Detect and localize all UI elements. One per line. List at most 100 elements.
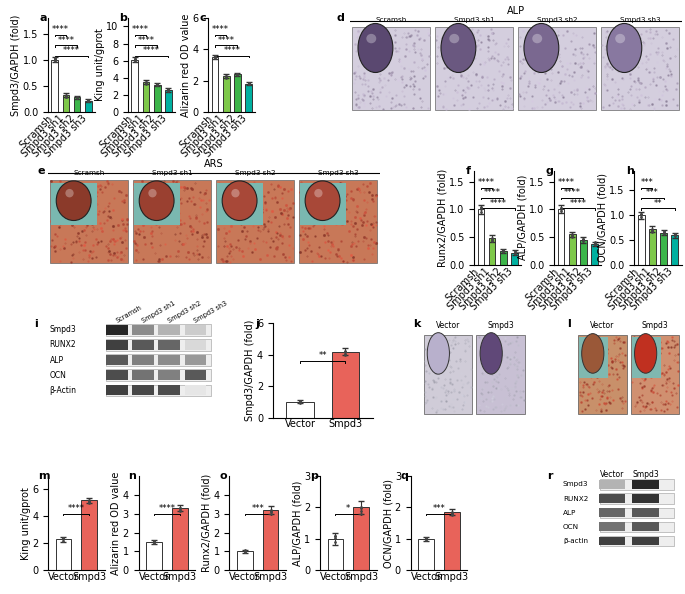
Bar bbox=[599, 508, 625, 517]
Bar bbox=[511, 252, 518, 265]
Point bbox=[175, 504, 186, 513]
Point bbox=[265, 505, 276, 515]
Bar bbox=[55, 539, 71, 570]
Bar bbox=[51, 183, 97, 225]
Point bbox=[475, 203, 486, 213]
Point bbox=[340, 346, 351, 356]
Point bbox=[60, 93, 71, 102]
Text: ALP: ALP bbox=[50, 356, 64, 365]
Point bbox=[140, 78, 151, 87]
Text: l: l bbox=[567, 318, 571, 328]
Y-axis label: OCN/GAPDH (fold): OCN/GAPDH (fold) bbox=[384, 479, 393, 568]
Point bbox=[232, 69, 243, 78]
Text: ****: **** bbox=[158, 504, 175, 513]
Point bbox=[163, 85, 174, 94]
Bar bbox=[165, 90, 172, 112]
Point bbox=[669, 229, 680, 238]
Text: **: ** bbox=[653, 199, 662, 208]
Bar bbox=[223, 76, 229, 112]
Bar bbox=[132, 355, 153, 365]
Point bbox=[498, 246, 509, 255]
Bar bbox=[237, 551, 253, 570]
Y-axis label: King unit/gprot: King unit/gprot bbox=[95, 29, 105, 102]
Text: ****: **** bbox=[58, 36, 75, 45]
Point bbox=[669, 230, 680, 240]
Text: Smpd3 sh2: Smpd3 sh2 bbox=[537, 17, 577, 24]
Text: ****: **** bbox=[569, 199, 586, 208]
Point bbox=[636, 209, 647, 219]
Point bbox=[556, 203, 566, 213]
Point bbox=[556, 207, 566, 216]
Bar bbox=[154, 85, 160, 112]
Point bbox=[295, 398, 306, 407]
Text: **: ** bbox=[319, 352, 327, 361]
Point bbox=[60, 91, 71, 100]
Point bbox=[129, 56, 140, 66]
Y-axis label: ALP/GAPDH (fold): ALP/GAPDH (fold) bbox=[292, 481, 303, 566]
Point bbox=[149, 538, 160, 548]
Bar bbox=[600, 507, 674, 518]
Bar bbox=[106, 325, 127, 335]
Text: ****: **** bbox=[138, 36, 155, 45]
Text: ALP: ALP bbox=[563, 510, 576, 516]
Point bbox=[152, 79, 163, 89]
Point bbox=[152, 81, 163, 90]
Bar bbox=[601, 27, 679, 110]
Point bbox=[556, 203, 566, 212]
Point bbox=[658, 229, 669, 238]
Text: ****: **** bbox=[132, 26, 149, 34]
Bar bbox=[632, 494, 659, 503]
Text: Vector: Vector bbox=[590, 321, 614, 330]
Point bbox=[486, 236, 497, 246]
Text: ***: *** bbox=[433, 504, 445, 513]
Bar bbox=[147, 542, 162, 570]
Text: Smpd3: Smpd3 bbox=[50, 326, 77, 334]
Point bbox=[210, 52, 221, 61]
Bar bbox=[132, 340, 153, 350]
Point bbox=[175, 503, 186, 513]
Point bbox=[49, 54, 60, 64]
Point bbox=[475, 207, 486, 216]
Point bbox=[140, 77, 151, 87]
Text: o: o bbox=[219, 471, 227, 481]
Bar bbox=[660, 233, 667, 265]
Point bbox=[243, 80, 254, 89]
Y-axis label: Smpd3/GAPDH (fold): Smpd3/GAPDH (fold) bbox=[245, 320, 256, 421]
Bar bbox=[263, 510, 278, 570]
Bar bbox=[184, 370, 206, 380]
Point bbox=[265, 509, 276, 519]
Bar bbox=[106, 355, 127, 365]
Point bbox=[175, 506, 186, 516]
Text: ***: *** bbox=[251, 504, 264, 513]
Bar bbox=[184, 325, 206, 335]
Point bbox=[221, 71, 232, 81]
Text: Smpd3: Smpd3 bbox=[563, 482, 588, 488]
Point bbox=[509, 249, 520, 258]
Point bbox=[509, 248, 520, 257]
Bar bbox=[671, 235, 678, 265]
Bar bbox=[558, 209, 564, 265]
Bar bbox=[578, 334, 627, 414]
Point bbox=[647, 228, 658, 237]
Point bbox=[265, 505, 276, 514]
Point bbox=[658, 228, 669, 238]
Bar bbox=[518, 27, 596, 110]
Point bbox=[232, 69, 243, 79]
Bar bbox=[632, 337, 661, 378]
Bar bbox=[85, 100, 92, 112]
Point bbox=[509, 247, 520, 257]
Point bbox=[447, 510, 458, 520]
Point bbox=[72, 93, 83, 102]
Point bbox=[498, 245, 509, 255]
Bar bbox=[82, 500, 97, 570]
Point bbox=[421, 533, 432, 542]
Text: Scramsh: Scramsh bbox=[115, 305, 143, 324]
Point bbox=[340, 347, 351, 357]
Point bbox=[149, 536, 160, 546]
Bar bbox=[134, 180, 212, 263]
Bar bbox=[591, 244, 598, 265]
Bar bbox=[638, 215, 645, 265]
Point bbox=[72, 92, 83, 102]
Bar bbox=[217, 183, 263, 225]
Text: g: g bbox=[546, 166, 553, 176]
